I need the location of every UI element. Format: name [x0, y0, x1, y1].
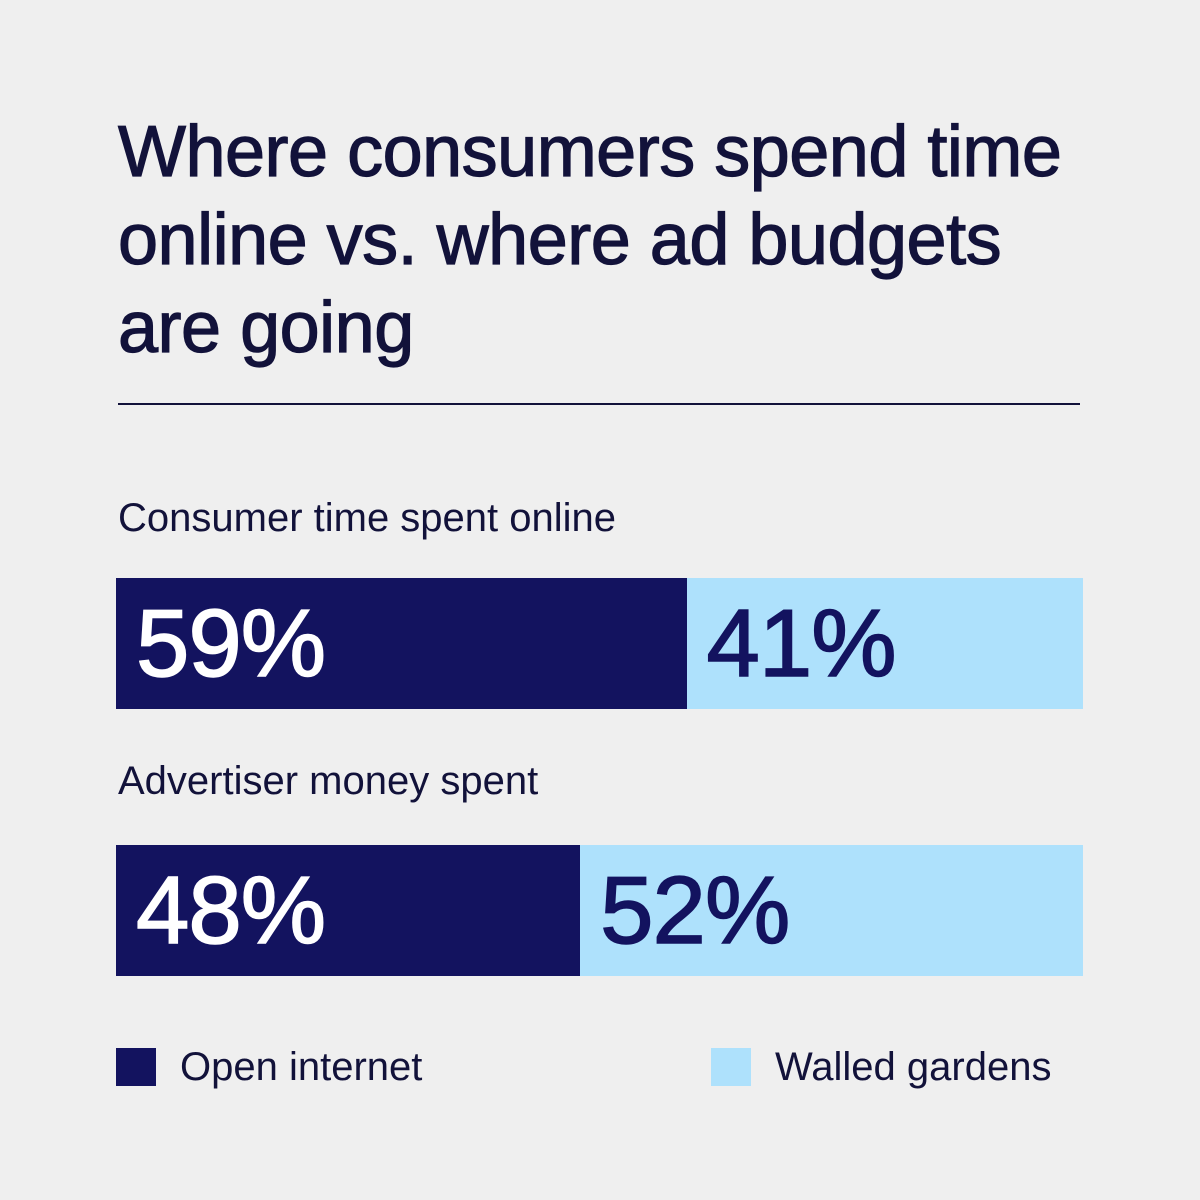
data-label-walled-gardens-consumer-time: 41%	[706, 589, 898, 697]
title-divider	[118, 403, 1080, 405]
bar-segment-walled-gardens-consumer-time: 41%	[686, 578, 1083, 709]
data-label-open-internet-consumer-time: 59%	[135, 589, 327, 697]
chart-title: Where consumers spend time online vs. wh…	[117, 111, 1062, 368]
bar-segment-open-internet-consumer-time: 59%	[116, 578, 687, 709]
legend-swatch-walled-gardens	[711, 1048, 751, 1086]
bar-segment-open-internet-advertiser-money: 48%	[116, 845, 581, 976]
stacked-bar-consumer-time: 59% 41%	[116, 578, 1083, 709]
legend-item-walled-gardens: Walled gardens	[711, 1043, 1051, 1091]
bar-segment-walled-gardens-advertiser-money: 52%	[580, 845, 1083, 976]
category-label-consumer-time: Consumer time spent online	[118, 496, 617, 540]
legend-swatch-open-internet	[116, 1048, 156, 1086]
category-label-advertiser-money: Advertiser money spent	[118, 759, 539, 803]
stacked-bar-advertiser-money: 48% 52%	[116, 845, 1083, 976]
legend-item-open-internet: Open internet	[116, 1043, 422, 1091]
data-label-walled-gardens-advertiser-money: 52%	[599, 856, 791, 964]
data-label-open-internet-advertiser-money: 48%	[135, 856, 327, 964]
legend-label-walled-gardens: Walled gardens	[775, 1045, 1052, 1089]
legend-label-open-internet: Open internet	[180, 1045, 423, 1089]
